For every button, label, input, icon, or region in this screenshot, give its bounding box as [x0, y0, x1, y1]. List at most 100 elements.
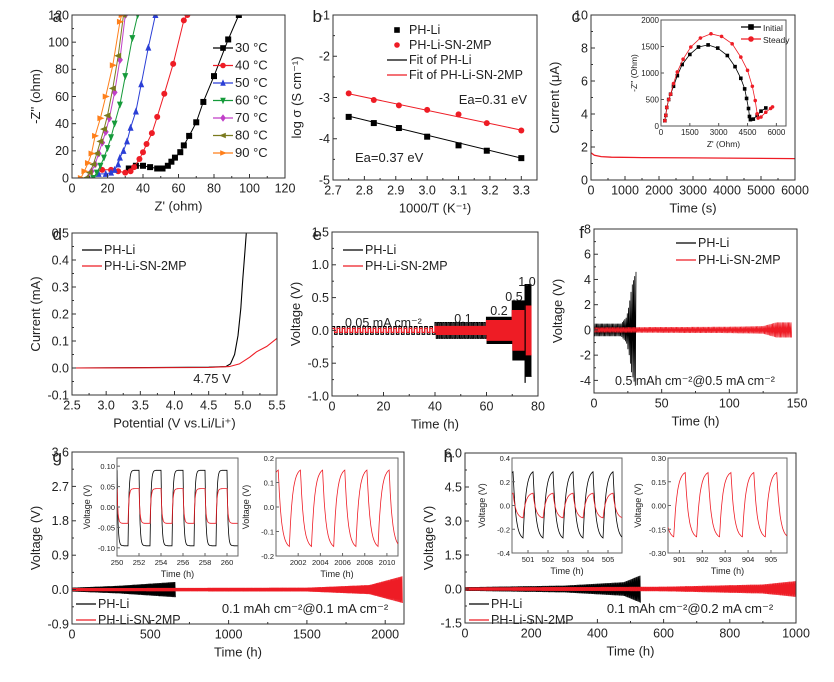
data-point: [84, 160, 92, 167]
x-tick-label: 4.0: [166, 399, 183, 413]
x-tick-label: 2000: [645, 184, 673, 198]
y-tick-label: 60: [55, 90, 69, 104]
data-point: [345, 113, 352, 120]
data-point: [759, 109, 763, 113]
legend-label: Fit of PH-Li-SN-2MP: [409, 68, 523, 82]
data-point: [147, 164, 154, 171]
inset-series-PH-Li-SN-2MP: [512, 492, 622, 519]
x-tick-label: 1000: [215, 628, 243, 642]
inset-1: 501 502 503 504 505 -0.4 -0.2 0.0 0.2 0.4 Time (h)…: [477, 454, 623, 576]
data-point: [111, 88, 118, 97]
x-tick-label: 1000: [611, 184, 639, 198]
panel-d: d 2.5 3.0 3.5 4.0 4.5 5.0 5.5 -0.1 0.0 0.1 0.2 0.3 0.…: [28, 225, 286, 431]
data-point: [483, 120, 490, 127]
y-axis-label: Voltage (V): [550, 279, 565, 343]
panel-label: d: [53, 225, 62, 244]
inset-frame: [511, 457, 623, 554]
y-tick-label: 0.2: [52, 307, 69, 321]
y-tick-label: -0.15: [649, 525, 666, 534]
legend-label: PH-Li: [104, 243, 135, 257]
x-tick-label: 905: [765, 555, 778, 564]
data-point: [122, 169, 129, 176]
y-tick-label: 0.0: [500, 502, 510, 511]
data-point: [756, 116, 760, 120]
data-point: [755, 112, 759, 116]
x-tick-label: 800: [719, 627, 740, 641]
fit-line: [348, 93, 522, 131]
data-point: [725, 53, 730, 58]
y-tick-label: -3: [319, 91, 330, 105]
y-tick-label: 1.5: [445, 548, 462, 562]
x-tick-label: 503: [562, 555, 575, 564]
x-tick-label: 0: [591, 397, 598, 411]
legend-label: PH-Li-SN-2MP: [698, 253, 781, 267]
x-tick-label: 50: [655, 397, 669, 411]
panel-label: b: [313, 7, 322, 26]
data-point: [154, 165, 161, 172]
y-tick-label: 4.5: [445, 480, 462, 494]
data-point: [220, 97, 226, 105]
data-point: [103, 112, 111, 119]
data-point: [168, 158, 175, 165]
rate-label: 0.05 mA cm⁻²: [345, 316, 422, 330]
y-tick-label: 10: [574, 8, 588, 22]
y-tick-label: -2: [580, 349, 591, 363]
data-point: [92, 132, 100, 139]
x-tick-label: 502: [542, 555, 555, 564]
x-tick-label: 2010: [379, 558, 396, 567]
data-point: [744, 96, 749, 101]
x-tick-label: 0: [588, 184, 595, 198]
plot-area: [332, 283, 532, 383]
y-tick-label: 4: [581, 107, 588, 121]
y-tick-label: 0.00: [100, 503, 115, 512]
x-tick-label: 20: [377, 400, 391, 414]
y-tick-label: -0.30: [649, 549, 666, 558]
data-point: [81, 168, 89, 175]
x-tick-label: 120: [275, 182, 296, 196]
y-tick-label: -1.0: [307, 389, 329, 403]
y-tick-label: -0.10: [98, 544, 115, 553]
data-point: [518, 127, 525, 134]
inset-series-PH-Li-SN-2MP: [117, 488, 238, 524]
annotation-condition: 0.1 mAh cm⁻²@0.2 mA cm⁻²: [607, 601, 774, 616]
y-tick-label: 6: [584, 248, 591, 262]
inset-series-PH-Li-SN-2MP: [276, 469, 398, 548]
data-point: [118, 15, 126, 18]
data-point: [764, 110, 768, 115]
data-point: [127, 168, 134, 175]
x-tick-label: 2.7: [324, 184, 341, 198]
y-tick-label: 0: [584, 323, 591, 337]
data-point: [102, 93, 110, 100]
x-tick-label: 2004: [312, 558, 329, 567]
data-point: [127, 123, 134, 131]
data-point: [759, 115, 763, 119]
rate-label: 0.2: [490, 304, 507, 318]
x-axis-label: Potential (V vs.Li/Li⁺): [113, 416, 235, 431]
plot-area: [345, 90, 525, 162]
panel-g: g 0 500 1000 1500 2000 -0.9 0.0 0.9 1.8 2.7 3.6 Time…: [28, 445, 405, 660]
data-point: [89, 161, 97, 168]
data-point: [663, 118, 667, 123]
data-point: [99, 126, 107, 133]
y-tick-label: 0.0: [52, 583, 69, 597]
y-tick-label: -0.2: [261, 552, 274, 561]
y-tick-label: 1500: [641, 43, 659, 52]
data-point: [138, 80, 145, 88]
x-tick-label: 2008: [356, 558, 373, 567]
x-tick-label: 3000: [710, 128, 728, 137]
x-tick-label: 80: [531, 400, 545, 414]
x-tick-label: 40: [428, 400, 442, 414]
data-point: [483, 147, 490, 154]
data-point: [455, 111, 462, 118]
inset-nyquist: 0 1500 3000 4500 6000 0 500 1000 1500 2000 Z' (Ohm…: [629, 16, 790, 149]
x-axis-label: Time (h): [214, 645, 262, 660]
y-tick-label: 500: [646, 96, 660, 105]
data-point: [116, 55, 123, 64]
data-point: [111, 165, 118, 173]
data-point: [122, 73, 129, 81]
panel-label: a: [53, 7, 63, 26]
y-tick-label: 0.15: [651, 478, 666, 487]
data-point: [753, 98, 758, 103]
